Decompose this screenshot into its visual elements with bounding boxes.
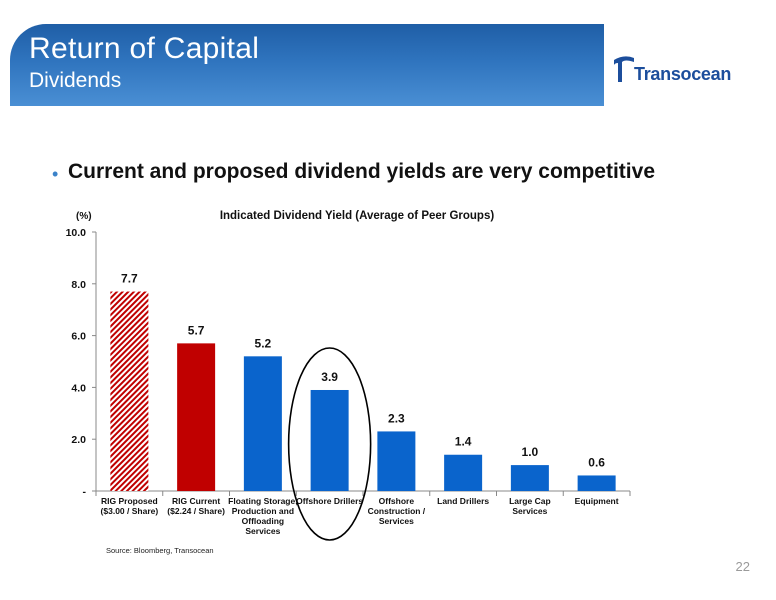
bar xyxy=(110,291,149,491)
x-tick-label: Equipment xyxy=(575,496,619,506)
logo-text: Transocean xyxy=(634,64,732,84)
bar-value-label: 5.2 xyxy=(255,336,272,350)
y-tick-label: 8.0 xyxy=(71,279,86,291)
x-tick-label: ($3.00 / Share) xyxy=(101,506,159,516)
y-tick-label: 2.0 xyxy=(71,434,86,446)
highlight-ellipse xyxy=(287,347,372,541)
bar xyxy=(444,454,483,491)
x-tick-label: Services xyxy=(379,516,414,526)
x-tick-label: Offshore Drillers xyxy=(296,496,363,506)
logo-t-icon xyxy=(614,56,634,82)
bullet-text: Current and proposed dividend yields are… xyxy=(68,160,655,183)
y-tick-label: 4.0 xyxy=(71,382,86,394)
bar xyxy=(177,343,216,491)
bar xyxy=(310,389,349,491)
bar xyxy=(510,465,549,491)
x-tick-label: RIG Current xyxy=(172,496,220,506)
x-tick-label: Floating Storage, xyxy=(228,496,297,506)
slide-title: Return of Capital xyxy=(29,32,260,65)
y-tick-label: 10.0 xyxy=(66,227,87,239)
bar-value-label: 1.4 xyxy=(455,435,472,449)
y-tick-label: 6.0 xyxy=(71,331,86,343)
y-tick-label: - xyxy=(83,486,87,498)
chart-title: Indicated Dividend Yield (Average of Pee… xyxy=(220,210,495,222)
source-note: Source: Bloomberg, Transocean xyxy=(106,546,214,555)
company-logo: Transocean xyxy=(604,24,776,108)
x-tick-label: Large Cap xyxy=(509,496,551,506)
x-tick-label: Production and xyxy=(232,506,294,516)
y-axis-label: (%) xyxy=(76,211,92,222)
x-tick-label: Services xyxy=(512,506,547,516)
bar xyxy=(377,431,416,491)
x-tick-label: Construction / xyxy=(368,506,426,516)
bar xyxy=(577,475,616,491)
x-tick-label: RIG Proposed xyxy=(101,496,158,506)
bar-value-label: 1.0 xyxy=(522,445,539,459)
bar-value-label: 7.7 xyxy=(121,272,138,286)
x-tick-label: Services xyxy=(245,526,280,536)
x-tick-label: Land Drillers xyxy=(437,496,489,506)
bar-value-label: 0.6 xyxy=(588,455,605,469)
bar-value-label: 3.9 xyxy=(321,370,338,384)
bar xyxy=(243,356,282,491)
x-tick-label: Offloading xyxy=(242,516,285,526)
x-tick-label: ($2.24 / Share) xyxy=(167,506,225,516)
bar-value-label: 5.7 xyxy=(188,323,205,337)
bar-value-label: 2.3 xyxy=(388,411,405,425)
slide-subtitle: Dividends xyxy=(29,69,122,92)
page-number: 22 xyxy=(735,559,750,574)
bullet-dot-icon: • xyxy=(52,164,59,184)
x-tick-label: Offshore xyxy=(379,496,415,506)
